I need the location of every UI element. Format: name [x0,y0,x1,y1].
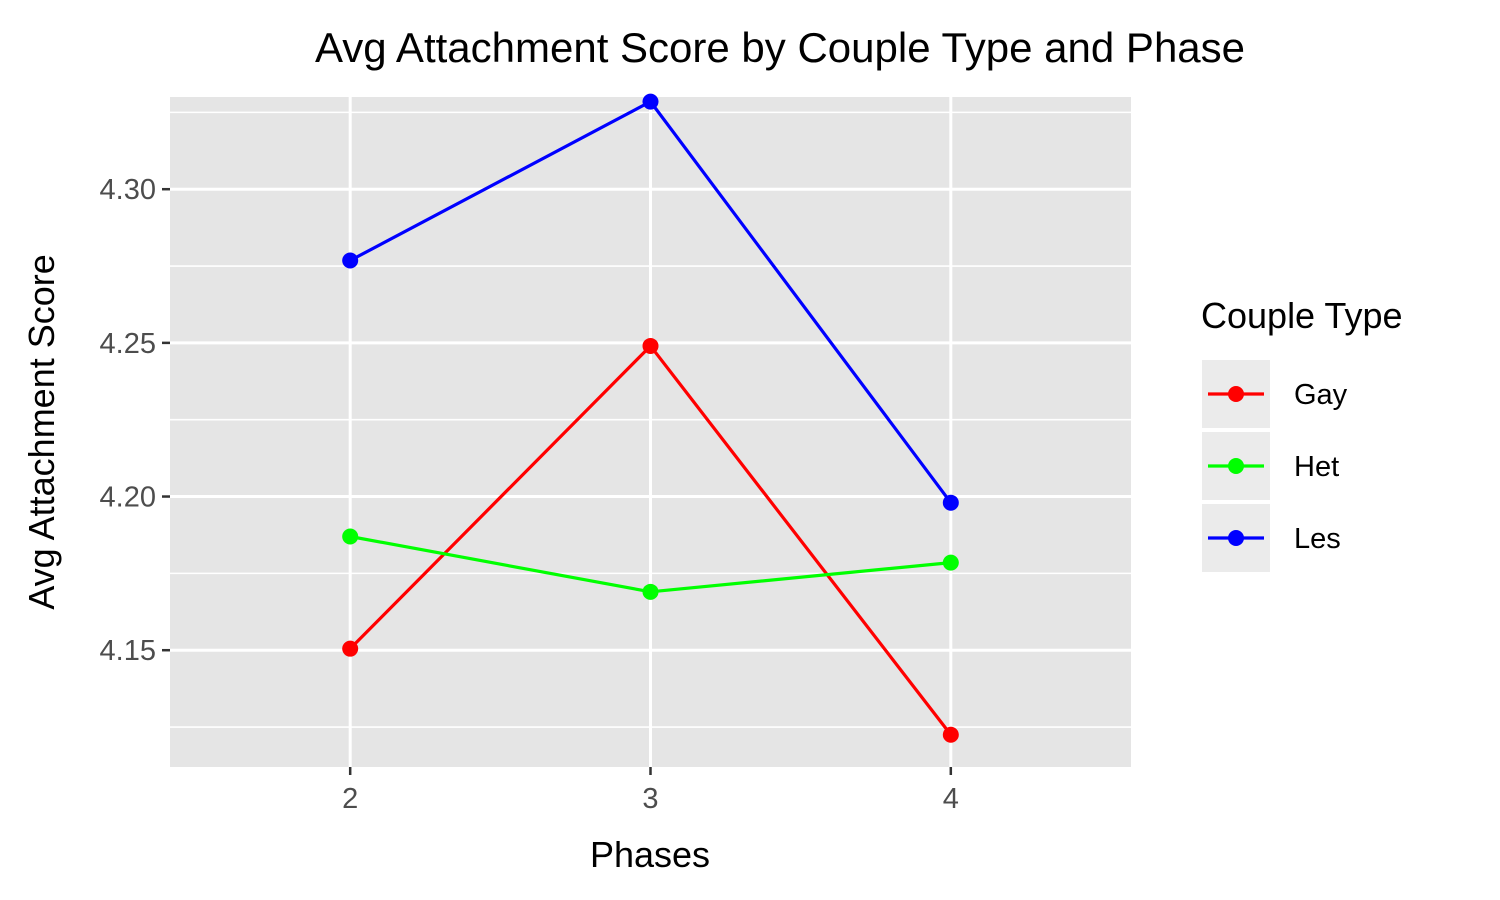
data-point-gay [642,337,659,354]
y-tick-label: 4.25 [100,328,156,360]
legend: Couple Type Gay Het Les [1201,295,1402,572]
data-point-les [642,93,659,110]
data-point-les [342,252,359,269]
y-tick-label: 4.15 [100,635,156,667]
legend-items: Gay Het Les [1202,360,1348,572]
legend-title: Couple Type [1201,295,1402,336]
y-axis: 4.15 4.20 4.25 4.30 [100,174,170,667]
legend-item-gay: Gay [1202,360,1348,428]
data-point-gay [342,640,359,657]
legend-key-point [1228,458,1244,474]
x-tick-label: 2 [342,783,358,815]
legend-label-gay: Gay [1294,379,1348,411]
x-tick-label: 4 [943,783,959,815]
data-point-het [642,583,659,600]
x-axis: 2 3 4 [342,767,959,815]
chart-title: Avg Attachment Score by Couple Type and … [315,24,1245,71]
legend-label-les: Les [1294,523,1341,555]
x-axis-title: Phases [590,834,710,875]
legend-item-les: Les [1202,504,1341,572]
x-tick-label: 3 [642,783,658,815]
legend-key-point [1228,386,1244,402]
legend-key-point [1228,530,1244,546]
series-points [342,93,959,743]
data-point-het [942,554,959,571]
data-point-het [342,528,359,545]
legend-label-het: Het [1294,451,1339,483]
data-point-gay [942,726,959,743]
y-axis-title: Avg Attachment Score [21,254,62,610]
legend-item-het: Het [1202,432,1339,500]
y-tick-label: 4.20 [100,482,156,514]
data-point-les [942,494,959,511]
y-tick-label: 4.30 [100,174,156,206]
